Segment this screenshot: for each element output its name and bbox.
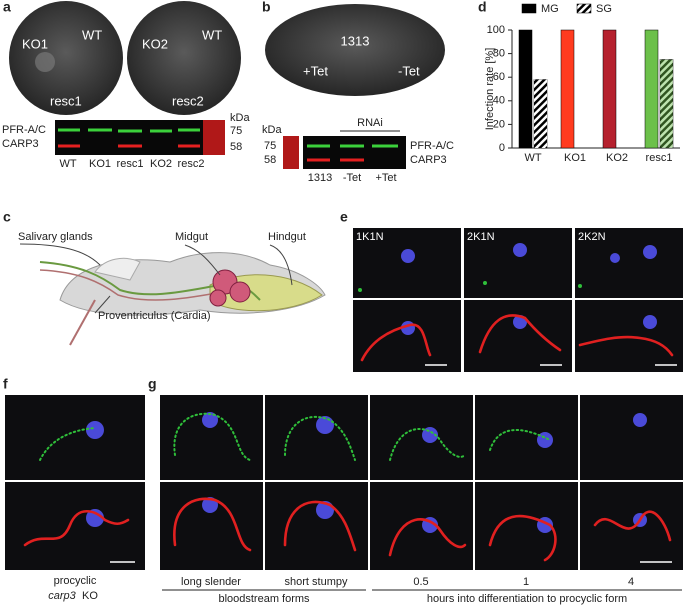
legend-label: SG <box>596 3 612 15</box>
panel-label: e <box>340 209 348 225</box>
group-label: hours into differentiation to procyclic … <box>427 593 627 605</box>
micrograph-grid <box>160 395 683 570</box>
plate-label: WT <box>82 27 102 42</box>
plate-label: 1313 <box>341 33 370 48</box>
column-label: 0.5 <box>413 576 428 588</box>
column-label: short stumpy <box>285 576 348 588</box>
column-label: 1K1N <box>356 231 384 243</box>
y-tick-label: 80 <box>493 48 505 60</box>
column-label: 2K1N <box>467 231 495 243</box>
plate-label: -Tet <box>398 63 420 78</box>
micrograph <box>5 395 145 570</box>
marker-label: 75 <box>264 140 276 152</box>
column-label: 2K2N <box>578 231 606 243</box>
lane-label: WT <box>59 158 76 170</box>
marker-label: 58 <box>264 154 276 166</box>
blot-ladder <box>283 136 299 169</box>
column-label: 1 <box>523 576 529 588</box>
anatomy-label: Proventriculus (Cardia) <box>98 310 210 322</box>
plate-label: resc2 <box>172 93 204 108</box>
y-tick-label: 0 <box>499 142 505 154</box>
legend-label: MG <box>541 3 559 15</box>
bar-hatch <box>534 79 547 148</box>
panel-label: d <box>478 0 487 15</box>
marker-label: 58 <box>230 141 242 153</box>
panel-label: a <box>3 0 11 15</box>
anatomy-label: Midgut <box>175 231 208 243</box>
plate <box>265 4 445 96</box>
lane-label: resc1 <box>117 158 144 170</box>
micrograph-grid <box>353 228 683 372</box>
band-label: PFR-A/C <box>2 124 46 136</box>
caption: procyclic <box>54 575 97 587</box>
lane-label: -Tet <box>343 172 361 184</box>
bar-hatch <box>660 59 673 148</box>
group-label: RNAi <box>357 117 383 129</box>
plate-label: resc1 <box>50 93 82 108</box>
band-label: PFR-A/C <box>410 140 454 152</box>
tsetse-illustration <box>19 243 326 346</box>
y-tick-label: 100 <box>487 24 505 36</box>
blot <box>55 120 225 155</box>
anatomy-label: Salivary glands <box>18 231 93 243</box>
blot <box>303 136 406 169</box>
marker-label: 75 <box>230 125 242 137</box>
y-tick-label: 40 <box>493 95 505 107</box>
colony <box>35 52 55 72</box>
panel-label: b <box>262 0 271 15</box>
bar <box>518 29 533 149</box>
lane-label: resc2 <box>178 158 205 170</box>
plate <box>127 1 241 115</box>
panel-label: c <box>3 209 11 225</box>
legend-swatch <box>521 3 537 14</box>
plate <box>9 1 123 115</box>
x-tick-label: KO1 <box>564 152 586 164</box>
group-label: bloodstream forms <box>218 593 310 605</box>
bar <box>602 29 617 149</box>
band-label: CARP3 <box>410 154 447 166</box>
plate-label: +Tet <box>303 63 328 78</box>
lane-label: 1313 <box>308 172 332 184</box>
bar <box>560 29 575 149</box>
y-tick-label: 20 <box>493 118 505 130</box>
x-tick-label: KO2 <box>606 152 628 164</box>
column-label: 4 <box>628 576 634 588</box>
band-label: CARP3 <box>2 138 39 150</box>
plate-label: KO2 <box>142 36 168 51</box>
column-label: long slender <box>181 576 241 588</box>
caption: carp3 <box>48 590 76 602</box>
caption: KO <box>82 590 98 602</box>
lane-label: +Tet <box>375 172 396 184</box>
unit-label: kDa <box>262 124 282 136</box>
panel-label: f <box>3 376 8 392</box>
lane-label: KO1 <box>89 158 111 170</box>
plate-label: KO1 <box>22 36 48 51</box>
bar <box>644 29 659 149</box>
y-axis-label: Infection rate [%] <box>484 48 496 131</box>
legend-swatch <box>576 3 592 14</box>
unit-label: kDa <box>230 112 250 124</box>
y-tick-label: 60 <box>493 71 505 83</box>
bar-chart: Infection rate [%] 0 20 40 60 80 100 WT KO1 KO2 r… <box>484 3 680 164</box>
blot-bands <box>58 128 200 133</box>
panel-label: g <box>148 376 157 392</box>
anatomy-label: Hindgut <box>268 231 306 243</box>
plate-label: WT <box>202 27 222 42</box>
x-tick-label: WT <box>524 152 541 164</box>
blot-ladder <box>203 120 225 155</box>
lane-label: KO2 <box>150 158 172 170</box>
x-tick-label: resc1 <box>646 152 673 164</box>
